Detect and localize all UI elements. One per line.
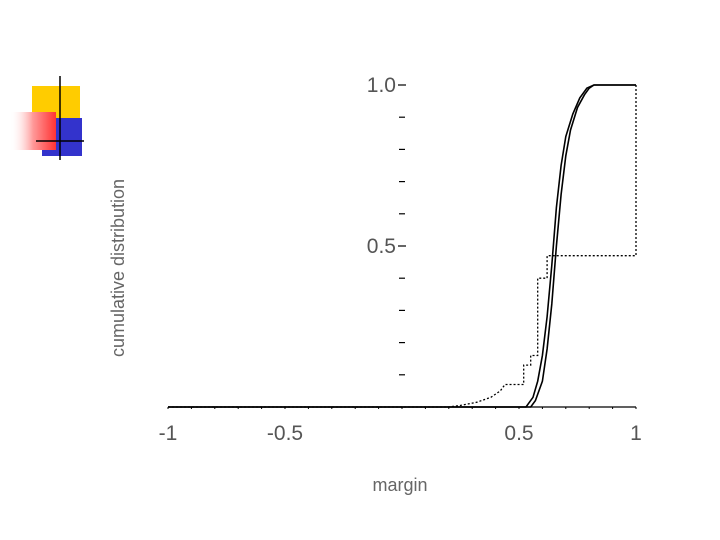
x-axis-label: margin xyxy=(372,475,427,495)
red-square xyxy=(10,112,56,150)
decorative-ornament xyxy=(10,76,84,160)
x-tick-label: -1 xyxy=(159,422,178,445)
axes: -1 -0.5 0.5 1 0.5 1.0 xyxy=(159,74,642,445)
series-layer xyxy=(168,84,637,408)
x-tick-label: 0.5 xyxy=(504,422,533,445)
x-tick-label: -0.5 xyxy=(267,422,303,445)
y-axis-label-group: cumulative distribution xyxy=(108,179,128,357)
series-line-3 xyxy=(168,85,637,408)
y-axis-label: cumulative distribution xyxy=(108,179,128,357)
y-tick-label: 1.0 xyxy=(367,74,396,97)
x-tick-label: 1 xyxy=(630,422,642,445)
series-line-2 xyxy=(168,84,636,408)
y-tick-label: 0.5 xyxy=(367,235,396,258)
series-line-1 xyxy=(168,84,636,408)
